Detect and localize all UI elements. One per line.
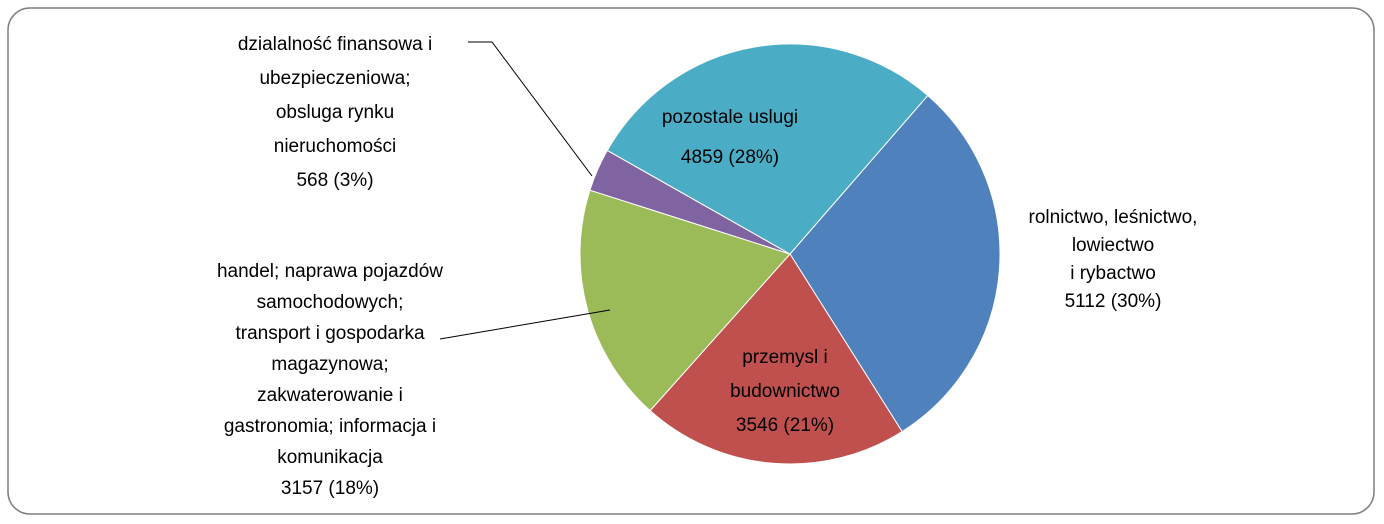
- slice-label: lowiectwo: [1072, 235, 1154, 256]
- value-label: 3157 (18%): [281, 478, 379, 499]
- slice-label: handel; naprawa pojazdów: [217, 261, 443, 282]
- slice-label: samochodowych;: [257, 292, 404, 313]
- slice-label: przemysl i: [742, 347, 828, 368]
- leader-line: [439, 309, 611, 340]
- value-label: 568 (3%): [296, 170, 373, 191]
- slice-label: ubezpieczeniowa;: [259, 68, 410, 89]
- slice-label: rolnictwo, leśnictwo,: [1029, 207, 1198, 228]
- value-label: 5112 (30%): [1065, 291, 1162, 312]
- value-label: 4859 (28%): [681, 147, 779, 168]
- slice-label: obsluga rynku: [276, 102, 394, 123]
- slice-label: budownictwo: [730, 381, 840, 402]
- value-label: 3546 (21%): [736, 415, 834, 436]
- slice-label: pozostale uslugi: [662, 107, 798, 128]
- slice-label: nieruchomości: [274, 136, 397, 157]
- leader-line: [468, 41, 593, 177]
- slice-label: dzialalność finansowa i: [238, 34, 432, 55]
- slice-label: komunikacja: [277, 447, 383, 468]
- slice-label: i rybactwo: [1070, 263, 1156, 284]
- slice-label: transport i gospodarka: [235, 323, 424, 344]
- slice-label: gastronomia; informacja i: [224, 416, 436, 437]
- slice-label: magazynowa;: [271, 354, 388, 375]
- pie-slice: [579, 189, 791, 412]
- pie-slice: [789, 94, 1001, 433]
- pie-slice: [606, 43, 929, 255]
- slice-label: zakwaterowanie i: [257, 385, 403, 406]
- pie-slice: [649, 253, 903, 465]
